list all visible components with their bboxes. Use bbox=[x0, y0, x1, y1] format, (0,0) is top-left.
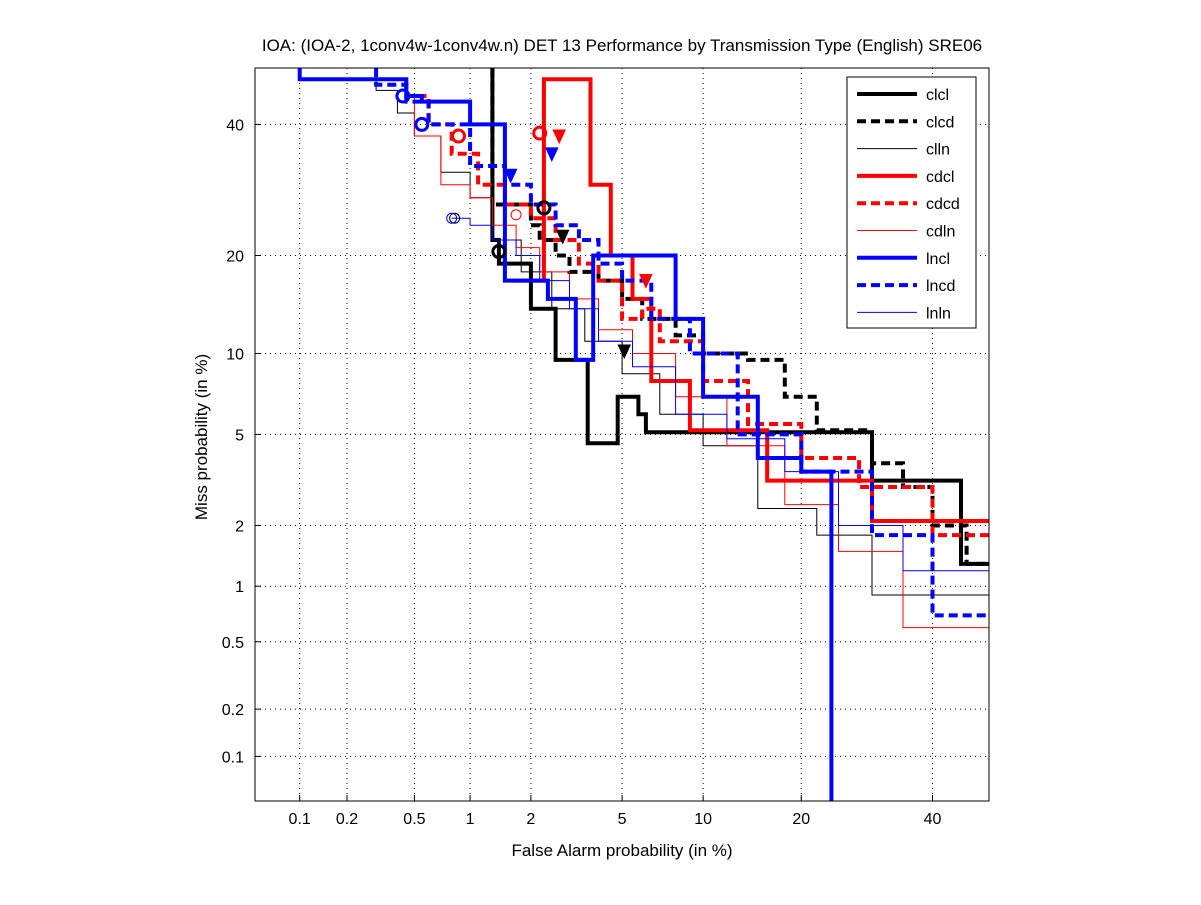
ticks: 0.1 0.2 0.5 1 2 5 10 20 40 0.1 0.2 0.5 1 2 5 10 20 40 bbox=[222, 117, 942, 828]
min-dcf-marker-cdcd bbox=[639, 274, 653, 289]
x-tick-label: 20 bbox=[792, 811, 810, 828]
marker-cdcd bbox=[451, 128, 467, 144]
y-tick-label: 0.1 bbox=[222, 749, 244, 766]
marker-clcl bbox=[491, 244, 507, 260]
series-line-lncd bbox=[374, 68, 989, 618]
x-tick-label: 10 bbox=[694, 811, 712, 828]
min-dcf-marker-cdcl bbox=[552, 129, 566, 145]
x-axis-label: False Alarm probability (in %) bbox=[511, 841, 732, 860]
legend-box bbox=[846, 76, 977, 329]
min-dcf-marker-lncd bbox=[545, 147, 559, 163]
legend-label-lnln: lnln bbox=[926, 305, 951, 322]
legend-label-clln: clln bbox=[926, 142, 950, 159]
series-line-lnln bbox=[451, 217, 989, 572]
x-tick-label: 0.2 bbox=[336, 811, 358, 828]
min-dcf-marker-clcl bbox=[617, 344, 632, 360]
series-line-lncl bbox=[297, 68, 834, 801]
y-tick-label: 1 bbox=[235, 579, 244, 596]
x-tick-label: 40 bbox=[924, 811, 942, 828]
legend-label-cdln: cdln bbox=[926, 224, 955, 241]
legend-label-clcd: clcd bbox=[926, 114, 954, 131]
min-dcf-marker-clcd bbox=[555, 229, 570, 245]
chart-title: IOA: (IOA-2, 1conv4w-1conv4w.n) DET 13 P… bbox=[262, 36, 982, 55]
marker-clln bbox=[449, 212, 461, 224]
x-tick-label: 5 bbox=[618, 811, 627, 828]
marker-cdcl bbox=[532, 125, 548, 141]
y-tick-label: 2 bbox=[235, 518, 244, 535]
marker-lnln bbox=[446, 212, 458, 224]
y-axis-label: Miss probability (in %) bbox=[192, 354, 211, 520]
legend-label-clcl: clcl bbox=[926, 87, 949, 104]
legend: clcl clcd clln cdcl cdcd cdln lncl lncd lnln bbox=[846, 76, 977, 329]
x-tick-label: 2 bbox=[526, 811, 535, 828]
series-line-clcd bbox=[490, 68, 989, 566]
y-tick-label: 0.5 bbox=[222, 635, 244, 652]
legend-label-lncl: lncl bbox=[926, 251, 950, 268]
marker-lncl bbox=[414, 116, 430, 132]
y-tick-label: 40 bbox=[226, 117, 244, 134]
legend-label-cdcl: cdcl bbox=[926, 169, 954, 186]
markers-group bbox=[395, 88, 653, 360]
x-tick-label: 0.1 bbox=[289, 811, 311, 828]
marker-cdln bbox=[510, 209, 522, 221]
grid bbox=[255, 68, 989, 801]
marker-clcd bbox=[536, 200, 552, 216]
y-tick-label: 0.2 bbox=[222, 702, 244, 719]
series-group bbox=[297, 68, 989, 801]
x-tick-label: 1 bbox=[466, 811, 475, 828]
y-tick-label: 10 bbox=[226, 346, 244, 363]
legend-label-cdcd: cdcd bbox=[926, 196, 960, 213]
y-tick-label: 20 bbox=[226, 248, 244, 265]
x-tick-label: 0.5 bbox=[403, 811, 425, 828]
series-line-cdcl bbox=[510, 77, 989, 523]
legend-label-lncd: lncd bbox=[926, 278, 955, 295]
marker-lncd bbox=[395, 88, 411, 104]
min-dcf-marker-lncl bbox=[503, 168, 518, 184]
y-tick-label: 5 bbox=[235, 427, 244, 444]
